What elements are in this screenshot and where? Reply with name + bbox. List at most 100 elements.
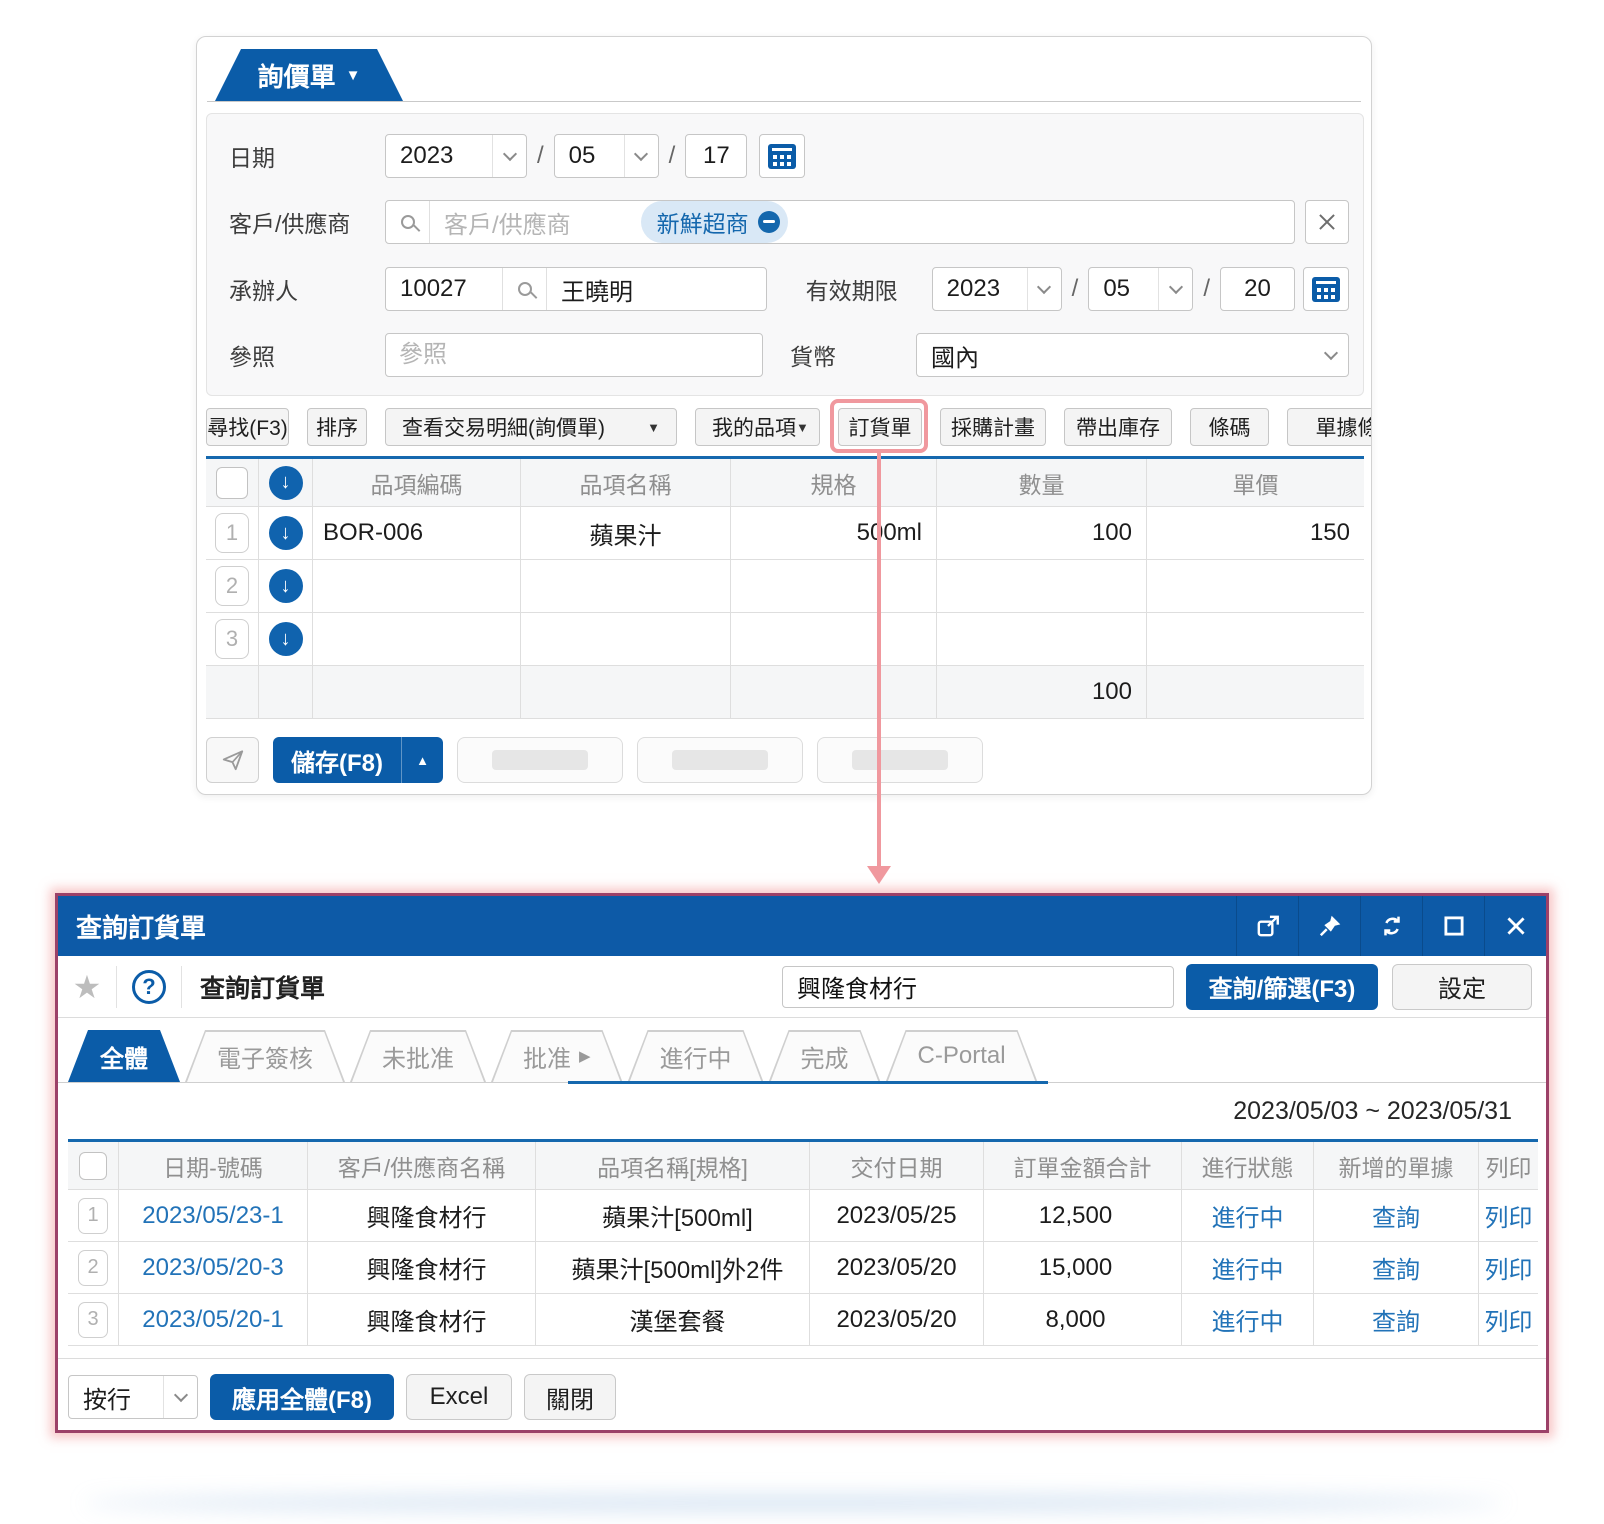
apply-all-button[interactable]: 應用全體(F8) xyxy=(210,1374,394,1420)
insert-row-icon[interactable]: ↓ xyxy=(268,465,303,500)
item-code-cell[interactable]: BOR-006 xyxy=(313,507,521,560)
caret-up-icon[interactable]: ▲ xyxy=(401,737,443,783)
clear-customer-button[interactable] xyxy=(1305,200,1349,244)
handler-search-button[interactable] xyxy=(502,268,546,310)
chevron-down-icon[interactable] xyxy=(1026,268,1061,310)
qty-cell[interactable] xyxy=(937,560,1147,613)
save-split-button[interactable]: 儲存(F8) ▲ xyxy=(273,737,443,783)
print-link[interactable]: 列印 xyxy=(1479,1190,1538,1242)
spec-cell[interactable]: 500ml xyxy=(731,507,937,560)
insert-row-icon[interactable]: ↓ xyxy=(268,569,303,603)
maximize-button[interactable] xyxy=(1422,896,1484,956)
window-titlebar[interactable]: 查詢訂貨單 xyxy=(58,896,1546,956)
handler-id-input[interactable]: 10027 xyxy=(400,275,467,302)
purchase-plan-button[interactable]: 採購計畫 xyxy=(940,408,1046,446)
placeholder-button[interactable] xyxy=(637,737,803,783)
price-cell[interactable]: 150 xyxy=(1147,507,1364,560)
order-form-button[interactable]: 訂貨單 xyxy=(838,408,922,446)
row-number[interactable]: 2 xyxy=(215,566,249,606)
calendar-button[interactable] xyxy=(759,134,806,178)
spec-cell[interactable] xyxy=(731,613,937,666)
order-number-link[interactable]: 2023/05/20-1 xyxy=(119,1294,308,1346)
chevron-down-icon[interactable] xyxy=(1314,334,1348,376)
valid-month-select[interactable]: 05 xyxy=(1088,267,1194,311)
row-mode-select[interactable]: 按行 xyxy=(68,1375,198,1419)
barcode-button[interactable]: 條碼 xyxy=(1190,408,1269,446)
print-link[interactable]: 列印 xyxy=(1479,1242,1538,1294)
row-number[interactable]: 1 xyxy=(78,1197,108,1234)
insert-row-icon[interactable]: ↓ xyxy=(268,622,303,656)
item-code-cell[interactable] xyxy=(313,560,521,613)
tab-scrollbar[interactable] xyxy=(568,1081,1048,1084)
item-name-cell[interactable] xyxy=(521,613,731,666)
pin-button[interactable] xyxy=(1298,896,1360,956)
query-search-input[interactable] xyxy=(782,965,1174,1008)
calendar-button[interactable] xyxy=(1303,267,1349,311)
favorite-star-icon[interactable]: ★ xyxy=(72,968,102,1005)
tab-in-progress[interactable]: 進行中 xyxy=(628,1030,764,1082)
date-month-select[interactable]: 05 xyxy=(553,134,659,178)
placeholder-button[interactable] xyxy=(457,737,623,783)
customer-search-input[interactable]: 客戶/供應商 新鮮超商 xyxy=(385,200,1295,244)
query-filter-button[interactable]: 查詢/篩選(F3) xyxy=(1186,963,1378,1010)
date-year-select[interactable]: 2023 xyxy=(385,134,527,178)
reference-input[interactable] xyxy=(385,333,763,377)
valid-year-select[interactable]: 2023 xyxy=(931,267,1062,311)
status-link[interactable]: 進行中 xyxy=(1182,1242,1314,1294)
row-number[interactable]: 3 xyxy=(215,619,249,659)
query-doc-link[interactable]: 查詢 xyxy=(1314,1190,1479,1242)
item-code-cell[interactable] xyxy=(313,613,521,666)
sort-button[interactable]: 排序 xyxy=(307,408,367,446)
tab-all[interactable]: 全體 xyxy=(68,1030,180,1082)
qty-cell[interactable]: 100 xyxy=(937,507,1147,560)
close-dialog-button[interactable]: 關閉 xyxy=(524,1374,616,1420)
tab-approved[interactable]: 批准 ▶ xyxy=(491,1030,623,1082)
remove-tag-icon[interactable] xyxy=(757,211,780,233)
item-name-cell[interactable] xyxy=(521,560,731,613)
refresh-button[interactable] xyxy=(1360,896,1422,956)
date-day-input[interactable]: 17 xyxy=(685,134,748,178)
chevron-down-icon[interactable] xyxy=(163,1376,197,1418)
qty-cell[interactable] xyxy=(937,613,1147,666)
spec-cell[interactable] xyxy=(731,560,937,613)
print-link[interactable]: 列印 xyxy=(1479,1294,1538,1346)
item-name-cell[interactable]: 蘋果汁 xyxy=(521,507,731,560)
row-number[interactable]: 1 xyxy=(215,513,249,553)
price-cell[interactable] xyxy=(1147,560,1364,613)
insert-row-icon[interactable]: ↓ xyxy=(268,516,303,550)
handler-name-input[interactable]: 王曉明 xyxy=(546,268,766,310)
chevron-down-icon[interactable] xyxy=(492,135,526,177)
find-button[interactable]: 尋找(F3) xyxy=(206,408,289,446)
open-external-button[interactable] xyxy=(1236,896,1298,956)
order-number-link[interactable]: 2023/05/20-3 xyxy=(119,1242,308,1294)
chevron-down-icon[interactable] xyxy=(623,135,658,177)
currency-select[interactable]: 國內 xyxy=(916,333,1349,377)
tab-completed[interactable]: 完成 xyxy=(769,1030,881,1082)
settings-button[interactable]: 設定 xyxy=(1392,963,1532,1010)
order-number-link[interactable]: 2023/05/23-1 xyxy=(119,1190,308,1242)
tab-unapproved[interactable]: 未批准 xyxy=(350,1030,486,1082)
my-items-dropdown[interactable]: 我的品項 ▼ xyxy=(695,408,820,446)
send-button[interactable] xyxy=(206,737,259,783)
tab-quote-form[interactable]: 詢價單 ▼ xyxy=(215,49,403,101)
pull-inventory-button[interactable]: 帶出庫存 xyxy=(1064,408,1172,446)
query-doc-link[interactable]: 查詢 xyxy=(1314,1294,1479,1346)
excel-button[interactable]: Excel xyxy=(406,1374,512,1420)
save-button[interactable]: 儲存(F8) xyxy=(291,749,383,777)
placeholder-button[interactable] xyxy=(817,737,983,783)
status-link[interactable]: 進行中 xyxy=(1182,1294,1314,1346)
help-button[interactable]: ? xyxy=(117,969,181,1004)
query-doc-link[interactable]: 查詢 xyxy=(1314,1242,1479,1294)
close-button[interactable] xyxy=(1484,896,1546,956)
valid-day-input[interactable]: 20 xyxy=(1220,267,1295,311)
row-number[interactable]: 2 xyxy=(78,1249,108,1286)
document-barcode-button[interactable]: 單據條 xyxy=(1287,408,1371,446)
view-transactions-dropdown[interactable]: 查看交易明細(詢價單) ▼ xyxy=(385,408,677,446)
price-cell[interactable] xyxy=(1147,613,1364,666)
row-number[interactable]: 3 xyxy=(78,1301,108,1338)
tab-e-approval[interactable]: 電子簽核 xyxy=(185,1030,345,1082)
status-link[interactable]: 進行中 xyxy=(1182,1190,1314,1242)
chevron-down-icon[interactable] xyxy=(1158,268,1192,310)
customer-tag-chip[interactable]: 新鮮超商 xyxy=(640,201,788,243)
select-all-checkbox[interactable] xyxy=(79,1151,107,1180)
